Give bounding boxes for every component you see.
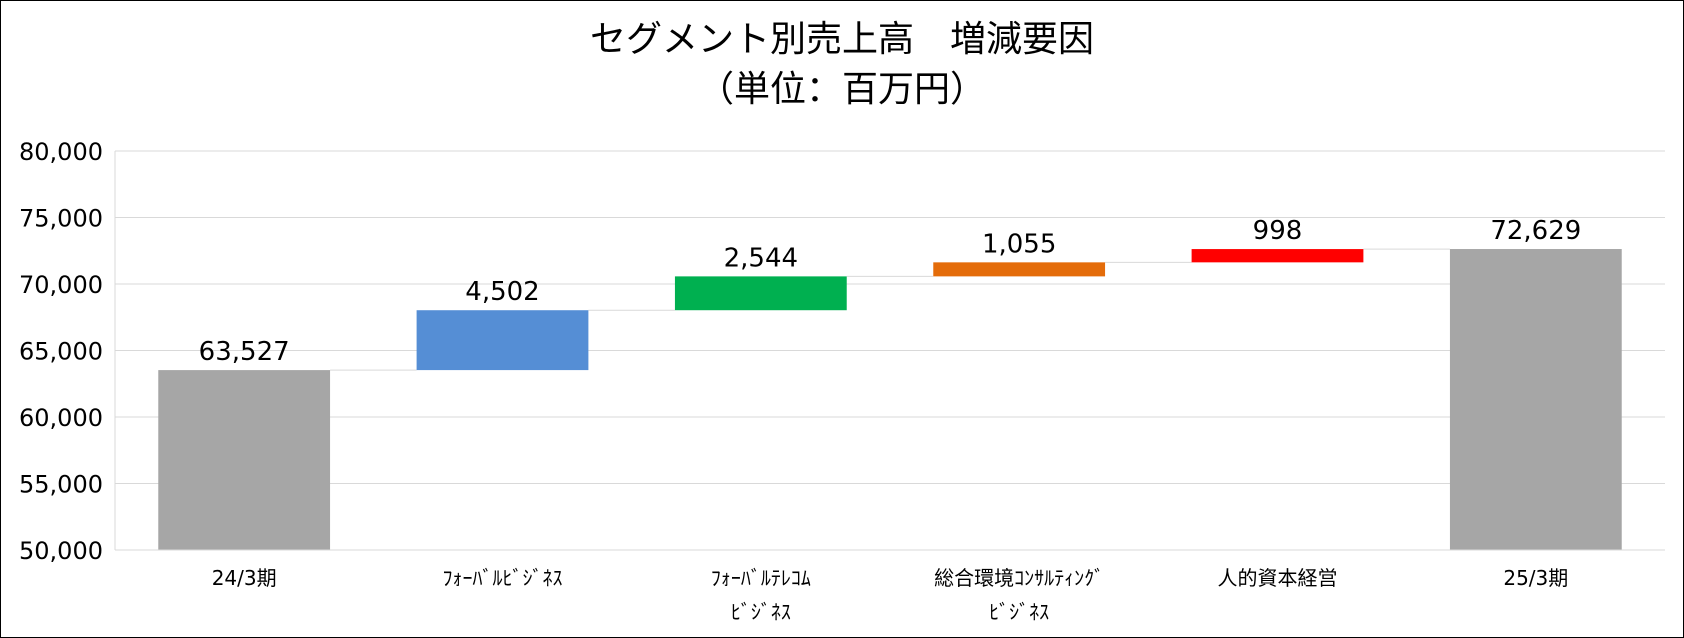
data-label: 998 (1253, 216, 1303, 246)
data-label: 72,629 (1490, 216, 1581, 246)
data-label: 1,055 (982, 229, 1056, 259)
category-label: ﾋﾞｼﾞﾈｽ (731, 600, 791, 624)
category-label: ﾌｫｰﾊﾞﾙﾃﾚｺﾑ (711, 566, 811, 590)
category-label: 24/3期 (212, 566, 277, 590)
y-tick-label: 80,000 (19, 138, 103, 166)
y-tick-label: 75,000 (19, 205, 103, 233)
chart-title: セグメント別売上高 増減要因 (589, 19, 1094, 60)
category-label: 人的資本経営 (1218, 566, 1338, 590)
data-label: 2,544 (724, 243, 798, 273)
delta-bar (416, 310, 589, 371)
chart-title-block: セグメント別売上高 増減要因 （単位：百万円） (1, 15, 1683, 115)
y-tick-label: 55,000 (19, 471, 103, 499)
data-label: 63,527 (199, 337, 290, 367)
y-tick-label: 60,000 (19, 404, 103, 432)
category-label: 総合環境ｺﾝｻﾙﾃｨﾝｸﾞ (934, 566, 1104, 590)
data-label: 4,502 (465, 277, 539, 307)
delta-bar (674, 276, 847, 311)
y-tick-label: 70,000 (19, 271, 103, 299)
delta-bar (933, 262, 1106, 277)
total-bar (158, 370, 331, 550)
category-label: 25/3期 (1503, 566, 1568, 590)
delta-bar (1191, 249, 1364, 263)
category-label: ﾌｫｰﾊﾞﾙﾋﾞｼﾞﾈｽ (443, 566, 563, 590)
y-tick-label: 65,000 (19, 338, 103, 366)
total-bar (1449, 249, 1622, 550)
chart-subtitle: （単位：百万円） (697, 69, 986, 110)
y-tick-label: 50,000 (19, 537, 103, 565)
category-label: ﾋﾞｼﾞﾈｽ (989, 600, 1049, 624)
